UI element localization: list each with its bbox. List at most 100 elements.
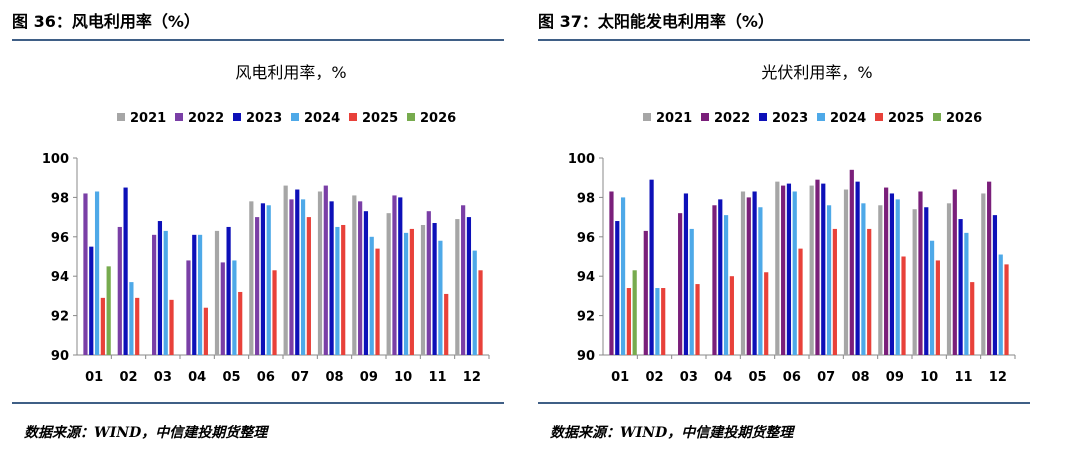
bar-2022-12 bbox=[461, 205, 466, 355]
bar-2022-03 bbox=[678, 213, 683, 355]
bar-2023-07 bbox=[821, 183, 826, 355]
bar-2025-03 bbox=[695, 284, 700, 355]
x-tick-label: 12 bbox=[463, 370, 481, 385]
bar-2025-12 bbox=[478, 270, 483, 355]
bar-2024-02 bbox=[129, 282, 134, 355]
bar-2023-04 bbox=[192, 234, 197, 355]
bar-2022-02 bbox=[117, 226, 122, 355]
bar-2022-06 bbox=[781, 185, 786, 355]
y-tick-label: 100 bbox=[42, 152, 69, 167]
bar-2021-06 bbox=[249, 201, 254, 355]
bar-2022-06 bbox=[255, 217, 260, 355]
bar-2023-06 bbox=[786, 183, 792, 355]
bar-2024-02 bbox=[655, 288, 660, 355]
x-tick-label: 06 bbox=[257, 370, 275, 385]
bar-2025-10 bbox=[409, 228, 414, 355]
bar-2024-05 bbox=[232, 260, 237, 355]
legend-item-2022: 2022 bbox=[175, 111, 224, 126]
bar-2025-11 bbox=[444, 293, 449, 355]
legend-label: 2024 bbox=[304, 111, 340, 126]
x-tick-label: 07 bbox=[817, 370, 835, 385]
bar-2022-03 bbox=[152, 234, 157, 355]
bar-2024-10 bbox=[403, 232, 409, 355]
legend-swatch bbox=[701, 113, 709, 121]
bar-2023-01 bbox=[89, 246, 94, 355]
bar-2025-01 bbox=[100, 297, 105, 355]
bar-2025-09 bbox=[375, 248, 380, 355]
bar-2025-01 bbox=[626, 288, 631, 355]
bar-2025-03 bbox=[169, 299, 174, 355]
bar-2021-09 bbox=[352, 195, 357, 355]
wind-utilization-chart: 风电利用率，% 2021 2022 2023 2024 2025 2026 90 92 94 96 9… bbox=[42, 63, 490, 385]
bar-2025-08 bbox=[341, 224, 346, 355]
bar-2022-02 bbox=[643, 230, 648, 355]
legend-item-2026: 2026 bbox=[407, 111, 456, 126]
bar-2025-02 bbox=[135, 297, 140, 355]
bar-2021-12 bbox=[455, 219, 460, 355]
panel-wind: 图 36：风电利用率（%） 风电利用率，% 2021 2022 2023 2024 202… bbox=[12, 0, 512, 450]
bar-2023-08 bbox=[855, 181, 860, 355]
x-tick-label: 03 bbox=[680, 370, 698, 385]
x-tick-label: 09 bbox=[886, 370, 904, 385]
legend-label: 2022 bbox=[714, 111, 750, 126]
legend-label: 2023 bbox=[246, 111, 282, 126]
bar-2023-03 bbox=[683, 193, 689, 355]
bar-2024-04 bbox=[197, 234, 203, 355]
bar-2024-11 bbox=[964, 232, 969, 355]
y-tick-label: 98 bbox=[51, 191, 69, 206]
bar-2025-04 bbox=[729, 276, 734, 355]
bar-2024-08 bbox=[861, 203, 866, 355]
y-tick-label: 94 bbox=[577, 270, 595, 285]
x-tick-label: 09 bbox=[360, 370, 378, 385]
bar-2023-12 bbox=[992, 215, 998, 355]
x-tick-label: 04 bbox=[188, 370, 206, 385]
x-tick-label: 02 bbox=[645, 370, 663, 385]
legend-label: 2025 bbox=[888, 111, 924, 126]
bar-2023-05 bbox=[752, 191, 757, 355]
solar-utilization-chart: 光伏利用率，% 2021 2022 2023 2024 2025 2026 90 92 94 96 9… bbox=[568, 63, 1016, 385]
bar-2025-05 bbox=[238, 291, 243, 355]
legend-item-2026: 2026 bbox=[933, 111, 982, 126]
y-tick-label: 96 bbox=[577, 231, 595, 246]
bottom-rule bbox=[538, 402, 1030, 404]
legend-item-2025: 2025 bbox=[875, 111, 924, 126]
bar-2022-09 bbox=[884, 187, 889, 355]
y-tick-label: 92 bbox=[51, 310, 69, 325]
x-tick-label: 05 bbox=[748, 370, 766, 385]
bar-2024-06 bbox=[266, 205, 271, 355]
bar-2023-02 bbox=[123, 187, 128, 355]
legend-label: 2021 bbox=[130, 111, 166, 126]
source-note: 数据来源：WIND，中信建投期货整理 bbox=[550, 425, 794, 441]
bar-2024-01 bbox=[620, 197, 626, 355]
legend-swatch bbox=[933, 113, 941, 121]
legend-swatch bbox=[175, 113, 183, 121]
bar-2024-04 bbox=[723, 215, 729, 355]
legend-swatch bbox=[875, 113, 883, 121]
bar-2024-11 bbox=[438, 240, 443, 355]
bar-2024-12 bbox=[472, 250, 477, 355]
legend-label: 2026 bbox=[946, 111, 982, 126]
bar-2023-06 bbox=[260, 203, 266, 355]
legend-label: 2026 bbox=[420, 111, 456, 126]
bar-2022-01 bbox=[609, 191, 614, 355]
x-tick-label: 11 bbox=[428, 370, 446, 385]
bar-2025-08 bbox=[867, 228, 872, 355]
legend-swatch bbox=[643, 113, 651, 121]
legend-swatch bbox=[117, 113, 125, 121]
figure-title: 图 37：太阳能发电利用率（%） bbox=[538, 12, 774, 31]
bar-2025-09 bbox=[901, 256, 906, 355]
legend-item-2024: 2024 bbox=[291, 111, 340, 126]
bar-2021-09 bbox=[878, 205, 883, 355]
bar-2023-03 bbox=[157, 221, 163, 355]
y-tick-label: 100 bbox=[568, 152, 595, 167]
bar-2024-09 bbox=[895, 199, 900, 355]
bar-2021-06 bbox=[775, 181, 780, 355]
bar-2025-02 bbox=[661, 288, 666, 355]
legend-swatch bbox=[349, 113, 357, 121]
bar-2022-11 bbox=[952, 189, 957, 355]
legend-label: 2024 bbox=[830, 111, 866, 126]
x-tick-label: 05 bbox=[222, 370, 240, 385]
bar-2024-03 bbox=[163, 230, 168, 355]
bar-2021-10 bbox=[386, 213, 391, 355]
bar-2023-11 bbox=[432, 223, 437, 355]
